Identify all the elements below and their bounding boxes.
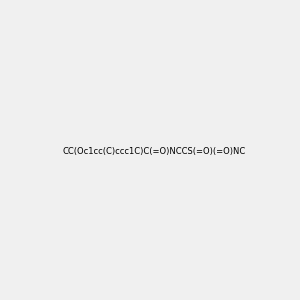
- Text: CC(Oc1cc(C)ccc1C)C(=O)NCCS(=O)(=O)NC: CC(Oc1cc(C)ccc1C)C(=O)NCCS(=O)(=O)NC: [62, 147, 245, 156]
